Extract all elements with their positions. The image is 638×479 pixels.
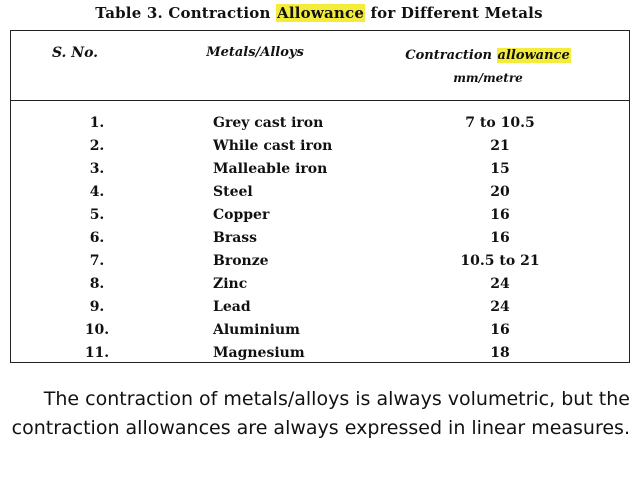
cell-sno: 8. — [89, 276, 105, 292]
table-row: 7. Bronze 10.5 to 21 — [10, 250, 630, 273]
column-header-allowance: Contraction allowance mm/metre — [388, 45, 588, 89]
table-row: 2. While cast iron 21 — [10, 135, 630, 158]
cell-sno: 3. — [89, 161, 105, 177]
cell-allowance: 10.5 to 21 — [460, 253, 540, 269]
cell-sno: 10. — [84, 322, 110, 338]
table-title: Table 3. Contraction Allowance for Diffe… — [0, 4, 638, 22]
table-row: 4. Steel 20 — [10, 181, 630, 204]
cell-sno: 4. — [89, 184, 105, 200]
header-divider — [10, 100, 630, 101]
column-header-allowance-highlight: allowance — [496, 48, 571, 63]
cell-metal: Grey cast iron — [213, 115, 324, 131]
cell-metal: Brass — [213, 230, 258, 246]
cell-metal: Copper — [213, 207, 270, 223]
cell-allowance: 18 — [490, 345, 510, 361]
cell-allowance: 15 — [490, 161, 510, 177]
cell-metal: Magnesium — [213, 345, 305, 361]
table-row: 6. Brass 16 — [10, 227, 630, 250]
cell-sno: 6. — [89, 230, 105, 246]
table-title-prefix: Table 3. Contraction — [95, 4, 277, 22]
cell-metal: Zinc — [213, 276, 248, 292]
cell-allowance: 16 — [490, 207, 510, 223]
cell-allowance: 7 to 10.5 — [465, 115, 535, 131]
column-header-allowance-prefix: Contraction — [405, 48, 497, 63]
table-title-suffix: for Different Metals — [365, 4, 543, 22]
cell-allowance: 24 — [490, 276, 510, 292]
column-header-sno: S. No. — [51, 45, 99, 61]
cell-metal: While cast iron — [213, 138, 333, 154]
cell-metal: Malleable iron — [213, 161, 328, 177]
table-body: 1. Grey cast iron 7 to 10.5 2. While cas… — [10, 112, 630, 365]
cell-allowance: 21 — [490, 138, 510, 154]
cell-sno: 5. — [89, 207, 105, 223]
cell-sno: 9. — [89, 299, 105, 315]
cell-metal: Steel — [213, 184, 253, 200]
table-row: 3. Malleable iron 15 — [10, 158, 630, 181]
column-header-unit: mm/metre — [453, 71, 523, 85]
cell-metal: Bronze — [213, 253, 269, 269]
cell-metal: Lead — [213, 299, 251, 315]
cell-sno: 2. — [89, 138, 105, 154]
table-row: 8. Zinc 24 — [10, 273, 630, 296]
cell-sno: 1. — [89, 115, 105, 131]
table-title-highlight: Allowance — [276, 4, 366, 22]
cell-allowance: 16 — [490, 230, 510, 246]
table-row: 11. Magnesium 18 — [10, 342, 630, 365]
table-row: 9. Lead 24 — [10, 296, 630, 319]
column-header-metal: Metals/Alloys — [206, 45, 304, 60]
cell-sno: 11. — [84, 345, 110, 361]
table-frame — [10, 30, 630, 363]
cell-allowance: 20 — [490, 184, 510, 200]
caption-text: The contraction of metals/alloys is alwa… — [11, 388, 630, 439]
table-row: 5. Copper 16 — [10, 204, 630, 227]
table-row: 1. Grey cast iron 7 to 10.5 — [10, 112, 630, 135]
cell-metal: Aluminium — [213, 322, 300, 338]
cell-allowance: 24 — [490, 299, 510, 315]
table-row: 10. Aluminium 16 — [10, 319, 630, 342]
cell-allowance: 16 — [490, 322, 510, 338]
cell-sno: 7. — [89, 253, 105, 269]
